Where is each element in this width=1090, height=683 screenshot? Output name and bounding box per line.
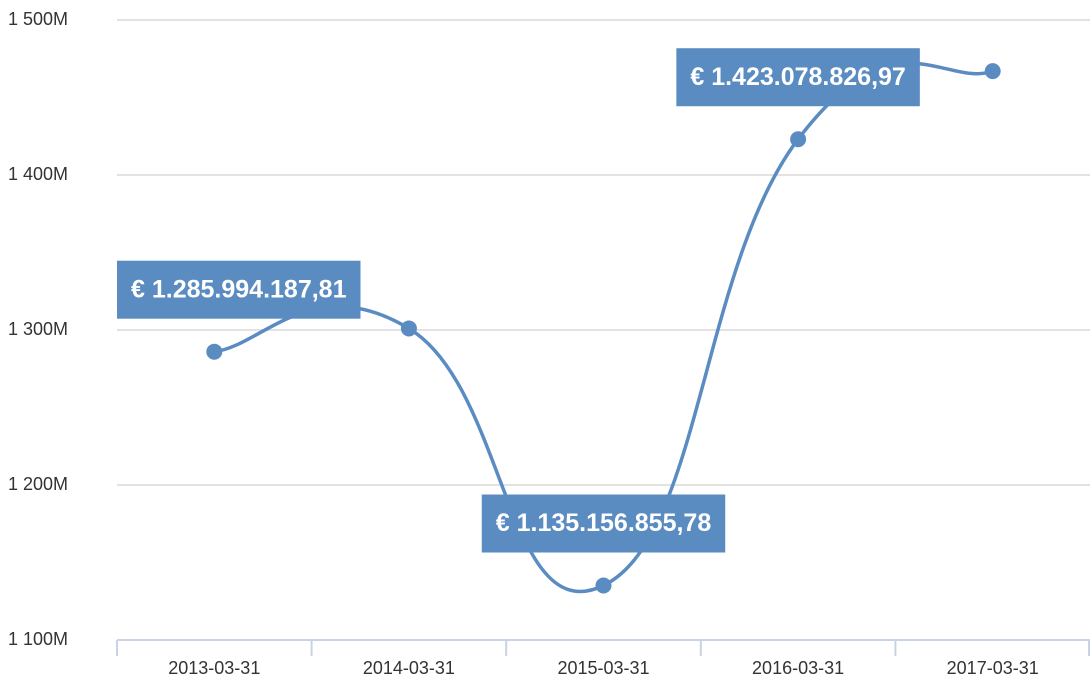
x-tick-label: 2017-03-31 bbox=[947, 658, 1039, 678]
y-tick-label: 1 200M bbox=[8, 474, 68, 494]
point bbox=[595, 577, 612, 594]
point bbox=[206, 343, 223, 360]
value-label: € 1.135.156.855,78 bbox=[481, 494, 726, 553]
y-tick-label: 1 400M bbox=[8, 164, 68, 184]
point bbox=[984, 63, 1001, 80]
value-label-box bbox=[117, 260, 361, 319]
value-label-box bbox=[481, 494, 726, 553]
point bbox=[790, 131, 807, 148]
value-label: € 1.285.994.187,81 bbox=[117, 260, 361, 319]
value-label-text: € 1.285.994.187,81 bbox=[131, 275, 347, 303]
x-tick-label: 2013-03-31 bbox=[168, 658, 260, 678]
y-tick-label: 1 300M bbox=[8, 319, 68, 339]
value-label: € 1.423.078.826,97 bbox=[676, 48, 920, 107]
point bbox=[400, 320, 417, 337]
x-tick-label: 2014-03-31 bbox=[363, 658, 455, 678]
y-tick-label: 1 500M bbox=[8, 9, 68, 29]
value-label-box bbox=[676, 48, 920, 107]
value-label-text: € 1.135.156.855,78 bbox=[496, 509, 712, 537]
value-label-text: € 1.423.078.826,97 bbox=[690, 63, 905, 91]
x-tick-label: 2015-03-31 bbox=[557, 658, 649, 678]
y-tick-label: 1 100M bbox=[8, 629, 68, 649]
x-tick-label: 2016-03-31 bbox=[752, 658, 844, 678]
